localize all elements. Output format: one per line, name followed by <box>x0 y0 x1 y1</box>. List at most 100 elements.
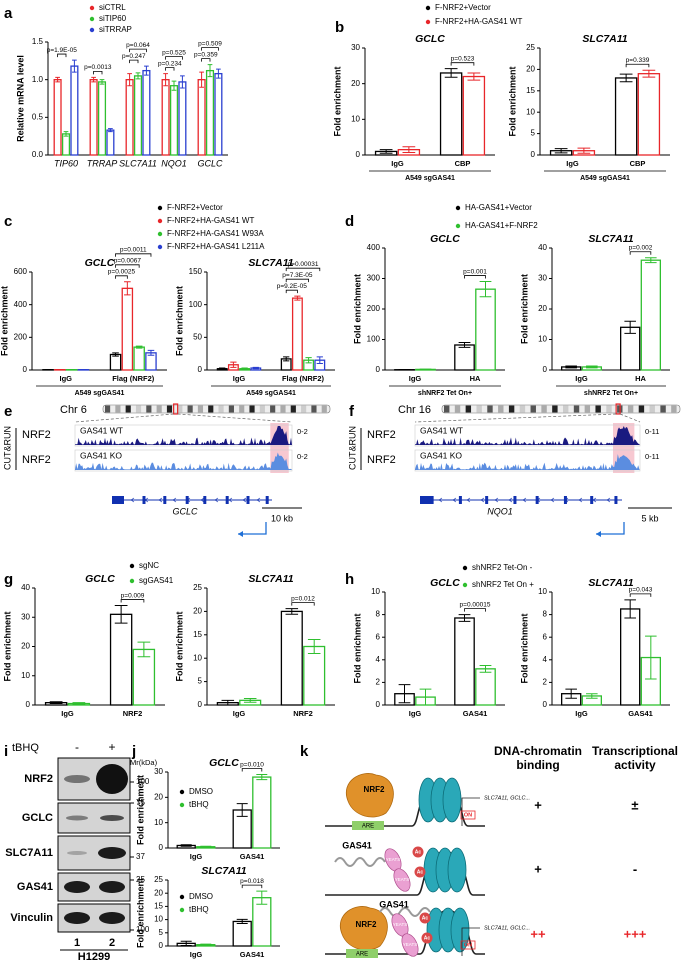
y-tick-label: 10 <box>526 107 535 116</box>
x-tick-label: HA <box>635 374 646 383</box>
legend-marker <box>425 19 431 25</box>
y-tick-label: 20 <box>351 79 360 88</box>
y-tick-label: 6 <box>543 632 548 641</box>
x-tick-label: TRRAP <box>87 158 118 168</box>
gene-exon <box>112 496 124 504</box>
yeats-domain <box>401 933 419 957</box>
p-value: p=0.00015 <box>460 601 491 608</box>
y-tick-label: 400 <box>367 243 381 252</box>
error-bar <box>419 688 432 706</box>
marker-unit: Mr(kDa) <box>130 758 158 767</box>
legend-label: tBHQ <box>189 905 209 914</box>
blot-band <box>64 775 90 783</box>
ideogram-band <box>552 405 558 413</box>
y-axis-label: Fold enrichment <box>332 66 342 136</box>
bar <box>53 79 62 156</box>
legend-label: F-NRF2+HA-GAS41 WT <box>167 216 254 225</box>
plot-title: SLC7A11 <box>248 573 293 585</box>
ideogram-band <box>187 405 193 413</box>
ideogram-band <box>573 405 580 413</box>
p-bracket <box>165 67 175 71</box>
y-tick-label: 10 <box>351 114 360 123</box>
bar <box>439 72 463 156</box>
binding-score: ++ <box>530 926 546 941</box>
error-bar <box>305 357 312 364</box>
ideogram-band <box>156 405 162 413</box>
y-tick-label: 15 <box>154 902 163 911</box>
p-bracket <box>129 48 147 53</box>
error-bar <box>294 295 301 301</box>
gene-strand <box>438 497 443 503</box>
p-value: p=0.043 <box>629 587 653 594</box>
legend-marker <box>462 565 468 571</box>
cell-line-label: H1299 <box>78 951 110 963</box>
bar <box>620 608 641 706</box>
gene-exon <box>590 496 594 504</box>
p-value: p=0.002 <box>629 244 653 251</box>
y-tick-label: 0 <box>198 700 203 709</box>
ideogram-band <box>444 405 450 413</box>
ideogram-band <box>270 405 276 413</box>
bar <box>142 69 151 156</box>
p-bracket <box>450 62 475 66</box>
error-bar <box>316 356 323 364</box>
bar <box>89 79 98 156</box>
plot-title: GCLC <box>430 577 460 589</box>
p-value: p=0.0011 <box>120 247 147 254</box>
diagram-label: Ac <box>424 935 431 941</box>
x-axis-label: A549 sgGAS41 <box>75 390 125 397</box>
marker-label: 100 <box>136 925 150 934</box>
x-axis-label: A549 sgGAS41 <box>580 175 630 182</box>
legend-label: F-NRF2+HA-GAS41 W93A <box>167 229 264 238</box>
panel-letter: c <box>4 213 12 230</box>
gene-strand <box>494 497 499 503</box>
y-tick-label: 20 <box>21 642 30 651</box>
error-bar <box>200 943 212 946</box>
bar <box>475 288 496 371</box>
ideogram-band <box>115 405 121 413</box>
p-value: p=0.525 <box>162 49 186 56</box>
error-bar <box>624 599 636 619</box>
gene-exon <box>142 496 146 504</box>
legend-marker <box>157 218 163 224</box>
track-target: NRF2 <box>22 454 51 466</box>
p-bracket <box>201 58 211 62</box>
p-bracket <box>285 289 298 294</box>
legend-label: tBHQ <box>189 800 209 809</box>
y-tick-label: 5 <box>531 129 536 138</box>
y-tick-label: 5 <box>198 677 203 686</box>
legend-marker <box>179 907 185 913</box>
blot-band <box>64 912 90 924</box>
x-tick-label: NRF2 <box>293 709 313 718</box>
plot-title: SLC7A11 <box>201 865 246 877</box>
error-bar <box>200 845 212 848</box>
ideogram-band <box>321 405 327 413</box>
legend-marker <box>129 578 135 584</box>
y-tick-label: 0 <box>159 843 164 852</box>
y-tick-label: 150 <box>189 267 203 276</box>
p-bracket <box>115 275 128 279</box>
y-axis-label: Fold enrichment <box>519 274 529 344</box>
y-tick-label: 2 <box>543 678 548 687</box>
binding-score: + <box>534 861 542 876</box>
p-bracket <box>241 884 263 889</box>
error-bar <box>135 72 141 80</box>
error-bar <box>458 342 471 348</box>
y-tick-label: 20 <box>154 888 163 897</box>
error-bar <box>230 361 237 368</box>
bar <box>121 287 134 371</box>
ideogram-band <box>584 405 591 413</box>
error-bar <box>180 75 185 89</box>
y-tick-label: 0 <box>159 941 164 950</box>
p-bracket <box>291 602 315 606</box>
nucleosome <box>442 777 462 823</box>
y-tick-label: 20 <box>154 792 163 801</box>
ideogram-band <box>135 405 142 413</box>
error-bar <box>171 80 177 91</box>
ideogram-band <box>125 405 131 413</box>
diagram-label: NRF2 <box>356 920 377 929</box>
blot-band <box>99 881 125 893</box>
y-tick-label: 0 <box>543 365 548 374</box>
gene-strand <box>228 497 233 503</box>
y-tick-label: 30 <box>21 612 30 621</box>
